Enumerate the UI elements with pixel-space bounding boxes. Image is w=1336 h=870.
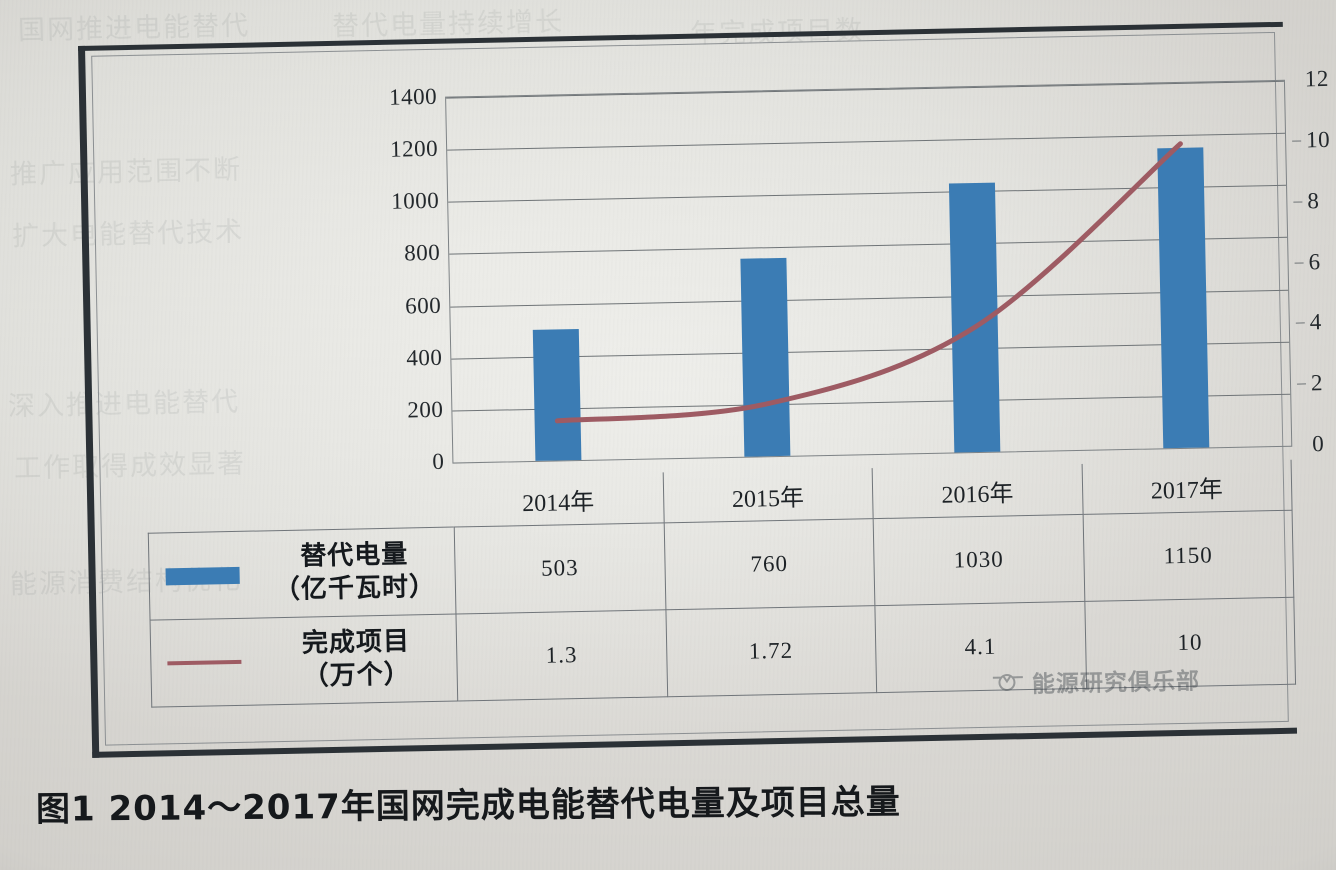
category-label: 2014年 [453, 472, 664, 528]
category-label: 2016年 [872, 463, 1083, 519]
legend-series-name-line1: 完成项目 [301, 626, 411, 659]
y-left-tick-label: 400 [406, 344, 443, 371]
legend-series-name: 完成项目 （万个） [257, 624, 456, 694]
legend-entry: 完成项目 （万个） [150, 614, 458, 708]
legend-series-name-line2: （万个） [302, 659, 411, 692]
data-cell: 1030 [873, 514, 1085, 606]
bar [532, 328, 582, 461]
data-cell: 10 [1084, 597, 1296, 689]
y-right-tick-label: 8 [1307, 187, 1320, 214]
bar [948, 183, 1001, 453]
category-label: 2017年 [1081, 459, 1293, 515]
data-cell: 1.72 [665, 605, 877, 697]
y-right-tickmark [1293, 201, 1303, 203]
category-label: 2015年 [662, 468, 874, 523]
data-cell: 1150 [1082, 510, 1294, 602]
legend-bar-swatch-icon [165, 566, 240, 585]
legend-series-name-line2: （亿千瓦时） [273, 571, 437, 606]
y-left-tick-label: 0 [432, 448, 445, 474]
y-right-tickmark [1294, 261, 1304, 264]
data-cell: 503 [454, 522, 666, 615]
y-left-tick-label: 1000 [390, 188, 440, 215]
y-right-tick-label: 6 [1308, 248, 1321, 274]
y-right-tick-label: 2 [1310, 370, 1324, 396]
y-left-tick-label: 1400 [388, 83, 438, 110]
showthrough-text: 国网推进电能替代 [17, 10, 251, 47]
y-right-tick-label: 12 [1304, 65, 1330, 92]
line-path [554, 141, 1183, 424]
y-right-tickmark [1295, 322, 1305, 324]
table-body: 替代电量 （亿千瓦时） 503 760 1030 1150 完成项目 （万个） 1.3 1.72 4… [148, 510, 1296, 708]
legend-entry: 替代电量 （亿千瓦时） [148, 527, 456, 621]
y-right-tick-label: 10 [1305, 126, 1331, 153]
table-corner-cell [147, 477, 454, 534]
y-right-tick-label: 4 [1309, 309, 1323, 335]
y-axis-right: 12 10 8 6 4 2 0 [1291, 66, 1336, 456]
y-right-tickmark [1292, 140, 1302, 142]
figure-caption: 图1 2014～2017年国网完成电能替代电量及项目总量 [35, 782, 901, 830]
legend-series-name: 替代电量 （亿千瓦时） [255, 537, 454, 607]
y-axis-left: 1400 1200 1000 800 600 400 200 0 [355, 84, 445, 474]
bar [740, 257, 791, 457]
chart-figure: 1400 1200 1000 800 600 400 200 0 12 10 8 6 4 2 0 2014… [78, 21, 1330, 758]
data-cell: 1.3 [455, 609, 668, 702]
y-left-tick-label: 1200 [389, 135, 439, 162]
data-cell: 4.1 [874, 601, 1087, 693]
y-left-tick-label: 200 [407, 396, 444, 423]
data-cell: 760 [663, 518, 875, 610]
plot-area [445, 79, 1293, 464]
legend-series-name-line1: 替代电量 [299, 539, 409, 572]
y-right-tickmark [1297, 383, 1307, 385]
legend-line-swatch-icon [167, 659, 242, 666]
y-left-tick-label: 600 [405, 292, 442, 319]
bar [1157, 147, 1210, 449]
y-right-tick-label: 0 [1311, 431, 1325, 457]
y-left-tick-label: 800 [403, 240, 441, 266]
data-table: 2014年 2015年 2016年 2017年 替代电量 （亿千瓦时） 503 760 103… [147, 459, 1296, 708]
